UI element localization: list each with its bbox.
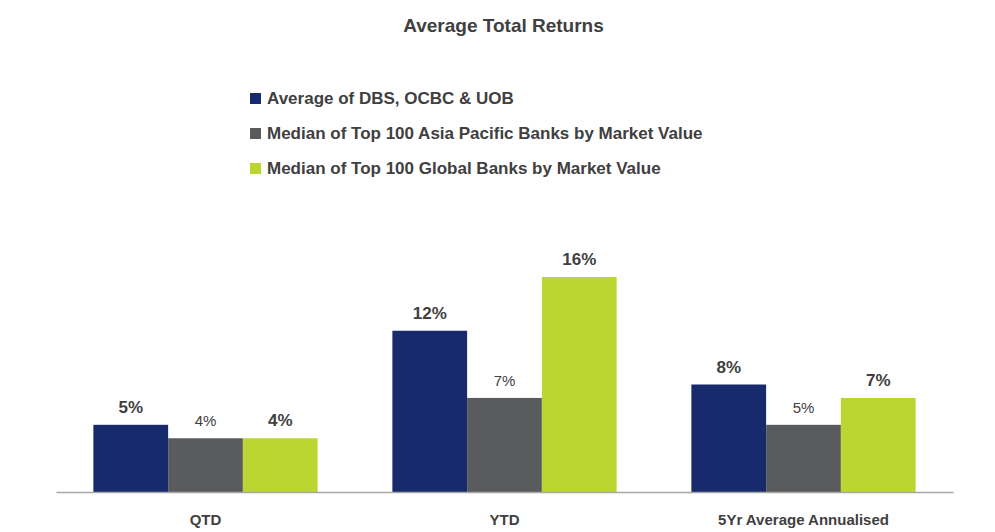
- bar: [766, 425, 841, 492]
- legend-swatch: [250, 163, 261, 174]
- bar: [168, 438, 243, 492]
- chart: Average Total Returns Average of DBS, OCB…: [0, 0, 995, 532]
- data-label: 12%: [413, 304, 447, 323]
- data-labels: 5% 12% 8% 4% 7% 5% 4% 16% 7%: [118, 250, 890, 430]
- legend-swatch: [250, 128, 261, 139]
- x-axis-line: [57, 492, 954, 494]
- bar: [467, 398, 542, 492]
- data-label: 7%: [866, 371, 891, 390]
- x-tick: QTD: [190, 511, 222, 528]
- x-tick: 5Yr Average Annualised: [718, 511, 889, 528]
- legend-label: Average of DBS, OCBC & UOB: [267, 89, 514, 108]
- bar: [542, 277, 617, 492]
- legend: Average of DBS, OCBC & UOB Median of Top …: [250, 89, 703, 178]
- data-label: 4%: [195, 412, 217, 429]
- x-tick-label: 5Yr Average Annualised: [718, 511, 889, 528]
- bar: [243, 438, 318, 492]
- x-tick-label: QTD: [190, 511, 222, 528]
- x-tick: YTD: [490, 511, 520, 528]
- data-label: 4%: [268, 411, 293, 430]
- bars: [93, 277, 915, 492]
- bar: [392, 331, 467, 492]
- bar: [691, 385, 766, 493]
- legend-label: Median of Top 100 Asia Pacific Banks by …: [267, 124, 703, 143]
- legend-swatch: [250, 93, 261, 104]
- data-label: 5%: [793, 399, 815, 416]
- bar: [93, 425, 168, 492]
- x-tick-label: YTD: [490, 511, 520, 528]
- data-label: 16%: [562, 250, 596, 269]
- bar: [841, 398, 916, 492]
- data-label: 7%: [494, 372, 516, 389]
- data-label: 5%: [118, 398, 143, 417]
- data-label: 8%: [716, 358, 741, 377]
- x-axis: QTD YTD 5Yr Average Annualised: [57, 493, 954, 528]
- title: Average Total Returns: [403, 15, 604, 36]
- legend-label: Median of Top 100 Global Banks by Market…: [267, 159, 661, 178]
